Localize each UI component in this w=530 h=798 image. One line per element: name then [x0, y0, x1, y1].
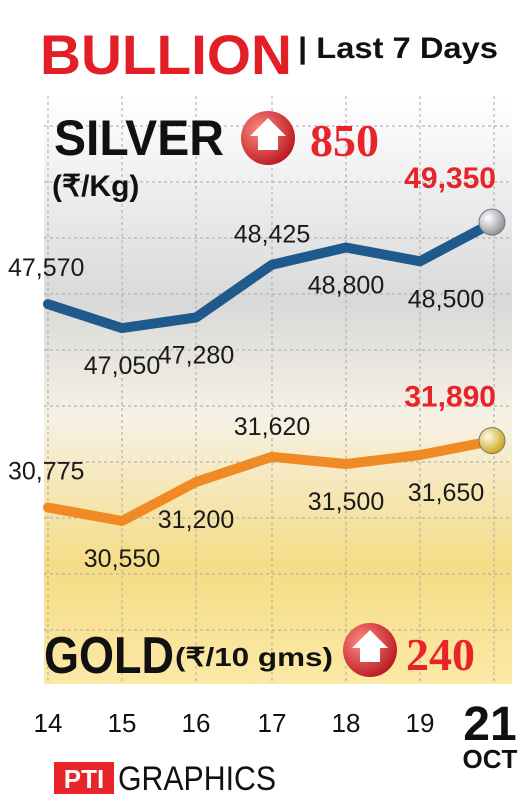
header-title: BULLION	[40, 23, 292, 86]
silver-up-arrow-icon	[241, 111, 295, 165]
silver-value-label: 48,425	[234, 221, 310, 249]
gold-price-line	[43, 435, 499, 526]
gold-value-label: 31,200	[158, 506, 234, 534]
gold-value-label: 31,500	[308, 488, 384, 516]
gold-change: 240	[406, 629, 475, 680]
x-tick-label: 17	[258, 708, 287, 738]
silver-unit: (₹/Kg)	[52, 170, 139, 203]
x-tick-label: 18	[332, 708, 361, 738]
silver-value-label: 49,350	[404, 162, 496, 195]
x-axis: 14 15 16 17 18 19 21	[34, 698, 517, 751]
x-axis-month: OCT	[463, 744, 518, 774]
gold-value-label: 30,550	[84, 545, 160, 573]
gold-end-marker	[478, 427, 506, 455]
silver-value-label: 47,570	[8, 254, 84, 282]
gold-unit: (₹/10 gms)	[175, 642, 333, 672]
silver-value-label: 47,280	[158, 341, 234, 369]
grid	[44, 96, 512, 684]
x-tick-label: 16	[182, 708, 211, 738]
silver-value-label: 48,800	[308, 271, 384, 299]
silver-title: SILVER	[54, 110, 224, 166]
x-tick-label: 14	[34, 708, 63, 738]
header-subtitle: | Last 7 Days	[298, 32, 498, 65]
pti-logo-text: PTI	[64, 764, 104, 794]
pti-logo: PTI	[54, 762, 114, 794]
gold-value-label: 31,620	[234, 413, 310, 441]
silver-change: 850	[310, 115, 379, 166]
x-tick-label: 15	[108, 708, 137, 738]
gold-value-label: 31,650	[408, 479, 484, 507]
silver-price-line	[43, 217, 499, 334]
silver-end-marker	[478, 208, 506, 236]
gold-up-arrow-icon	[343, 623, 397, 677]
gold-title: GOLD	[44, 627, 174, 685]
silver-value-label: 47,050	[84, 352, 160, 380]
gold-value-label: 31,890	[404, 381, 496, 414]
silver-value-label: 48,500	[408, 285, 484, 313]
x-tick-label: 19	[406, 708, 435, 738]
x-tick-label: 21	[463, 698, 516, 751]
footer-credit: GRAPHICS	[118, 760, 276, 798]
gold-value-label: 30,775	[8, 458, 84, 486]
